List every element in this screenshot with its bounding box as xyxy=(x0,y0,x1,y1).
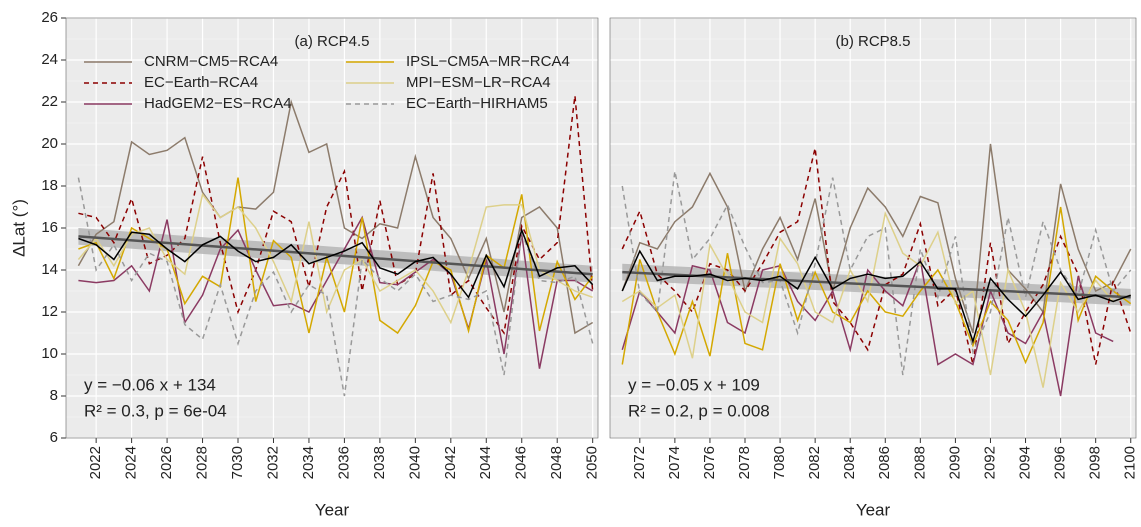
x-tick-label: 2026 xyxy=(158,446,175,479)
x-tick-label: 2098 xyxy=(1087,446,1104,479)
x-tick-label: 2072 xyxy=(631,446,648,479)
x-tick-label: 2090 xyxy=(946,446,963,479)
x-tick-label: 2040 xyxy=(406,446,423,479)
x-tick-label: 2092 xyxy=(981,446,998,479)
x-tick-label: 2044 xyxy=(477,446,494,479)
series-line xyxy=(621,206,1132,365)
x-axis-label: Year xyxy=(856,500,891,519)
legend-label: MPI−ESM−LR−RCA4 xyxy=(406,74,551,91)
legend-label: EC−Earth−HIRHAM5 xyxy=(406,95,548,112)
plot-frame xyxy=(609,17,1137,439)
x-axis-label: Year xyxy=(315,500,350,519)
annotation: y = −0.05 x + 109 xyxy=(628,375,760,394)
x-tick-label: 2100 xyxy=(1122,446,1139,479)
y-tick-label: 6 xyxy=(50,429,58,446)
x-tick-label: 2074 xyxy=(666,446,683,479)
panel-title: (b) RCP8.5 xyxy=(835,33,910,50)
x-tick-label: 7080 xyxy=(771,446,788,479)
series-line xyxy=(77,99,594,335)
series-line xyxy=(77,192,593,325)
plot-frame xyxy=(65,17,599,439)
series-line xyxy=(78,95,594,335)
series-line xyxy=(621,249,1131,344)
y-tick-label: 8 xyxy=(50,387,58,404)
series-line xyxy=(621,256,1114,397)
trend-line xyxy=(622,270,1131,299)
y-tick-label: 20 xyxy=(41,135,58,152)
y-tick-label: 26 xyxy=(41,9,58,26)
series-line xyxy=(78,215,594,369)
series-line xyxy=(78,227,594,299)
series-line xyxy=(621,148,1132,365)
annotation: y = −0.06 x + 134 xyxy=(84,375,216,394)
x-tick-label: 2086 xyxy=(876,446,893,479)
series-line xyxy=(621,171,1132,376)
annotation: R² = 0.2, p = 0.008 xyxy=(628,401,770,420)
x-tick-label: 2022 xyxy=(87,446,104,479)
x-tick-label: 2050 xyxy=(584,446,601,479)
y-tick-label: 14 xyxy=(41,261,58,278)
trend-line xyxy=(78,235,593,276)
x-tick-label: 2088 xyxy=(911,446,928,479)
legend-label: CNRM−CM5−RCA4 xyxy=(144,53,278,70)
x-tick-label: 2034 xyxy=(300,446,317,479)
x-tick-label: 2048 xyxy=(548,446,565,479)
x-tick-label: 2094 xyxy=(1017,446,1034,479)
x-tick-label: 2096 xyxy=(1052,446,1069,479)
x-tick-label: 2082 xyxy=(806,446,823,479)
x-tick-label: 2028 xyxy=(194,446,211,479)
y-tick-label: 10 xyxy=(41,345,58,362)
y-tick-label: 18 xyxy=(41,177,58,194)
y-tick-label: 22 xyxy=(41,93,58,110)
panel-title: (a) RCP4.5 xyxy=(294,33,369,50)
x-tick-label: 2046 xyxy=(513,446,530,479)
y-tick-label: 12 xyxy=(41,303,58,320)
legend-label: IPSL−CM5A−MR−RCA4 xyxy=(406,53,570,70)
x-tick-label: 2084 xyxy=(841,446,858,479)
x-tick-label: 2076 xyxy=(701,446,718,479)
legend-label: HadGEM2−ES−RCA4 xyxy=(144,95,292,112)
y-axis-label: ΔLat (°) xyxy=(9,199,28,257)
x-tick-label: 2024 xyxy=(123,446,140,479)
x-tick-label: 2042 xyxy=(442,446,459,479)
series-line xyxy=(621,210,1131,388)
y-tick-label: 24 xyxy=(41,51,58,68)
legend-label: EC−Earth−RCA4 xyxy=(144,74,258,91)
x-tick-label: 2036 xyxy=(335,446,352,479)
x-tick-label: 2078 xyxy=(736,446,753,479)
x-tick-label: 2032 xyxy=(264,446,281,479)
y-tick-label: 16 xyxy=(41,219,58,236)
x-tick-label: 2038 xyxy=(371,446,388,479)
x-tick-label: 7030 xyxy=(229,446,246,479)
annotation: R² = 0.3, p = 6e-04 xyxy=(84,401,227,420)
